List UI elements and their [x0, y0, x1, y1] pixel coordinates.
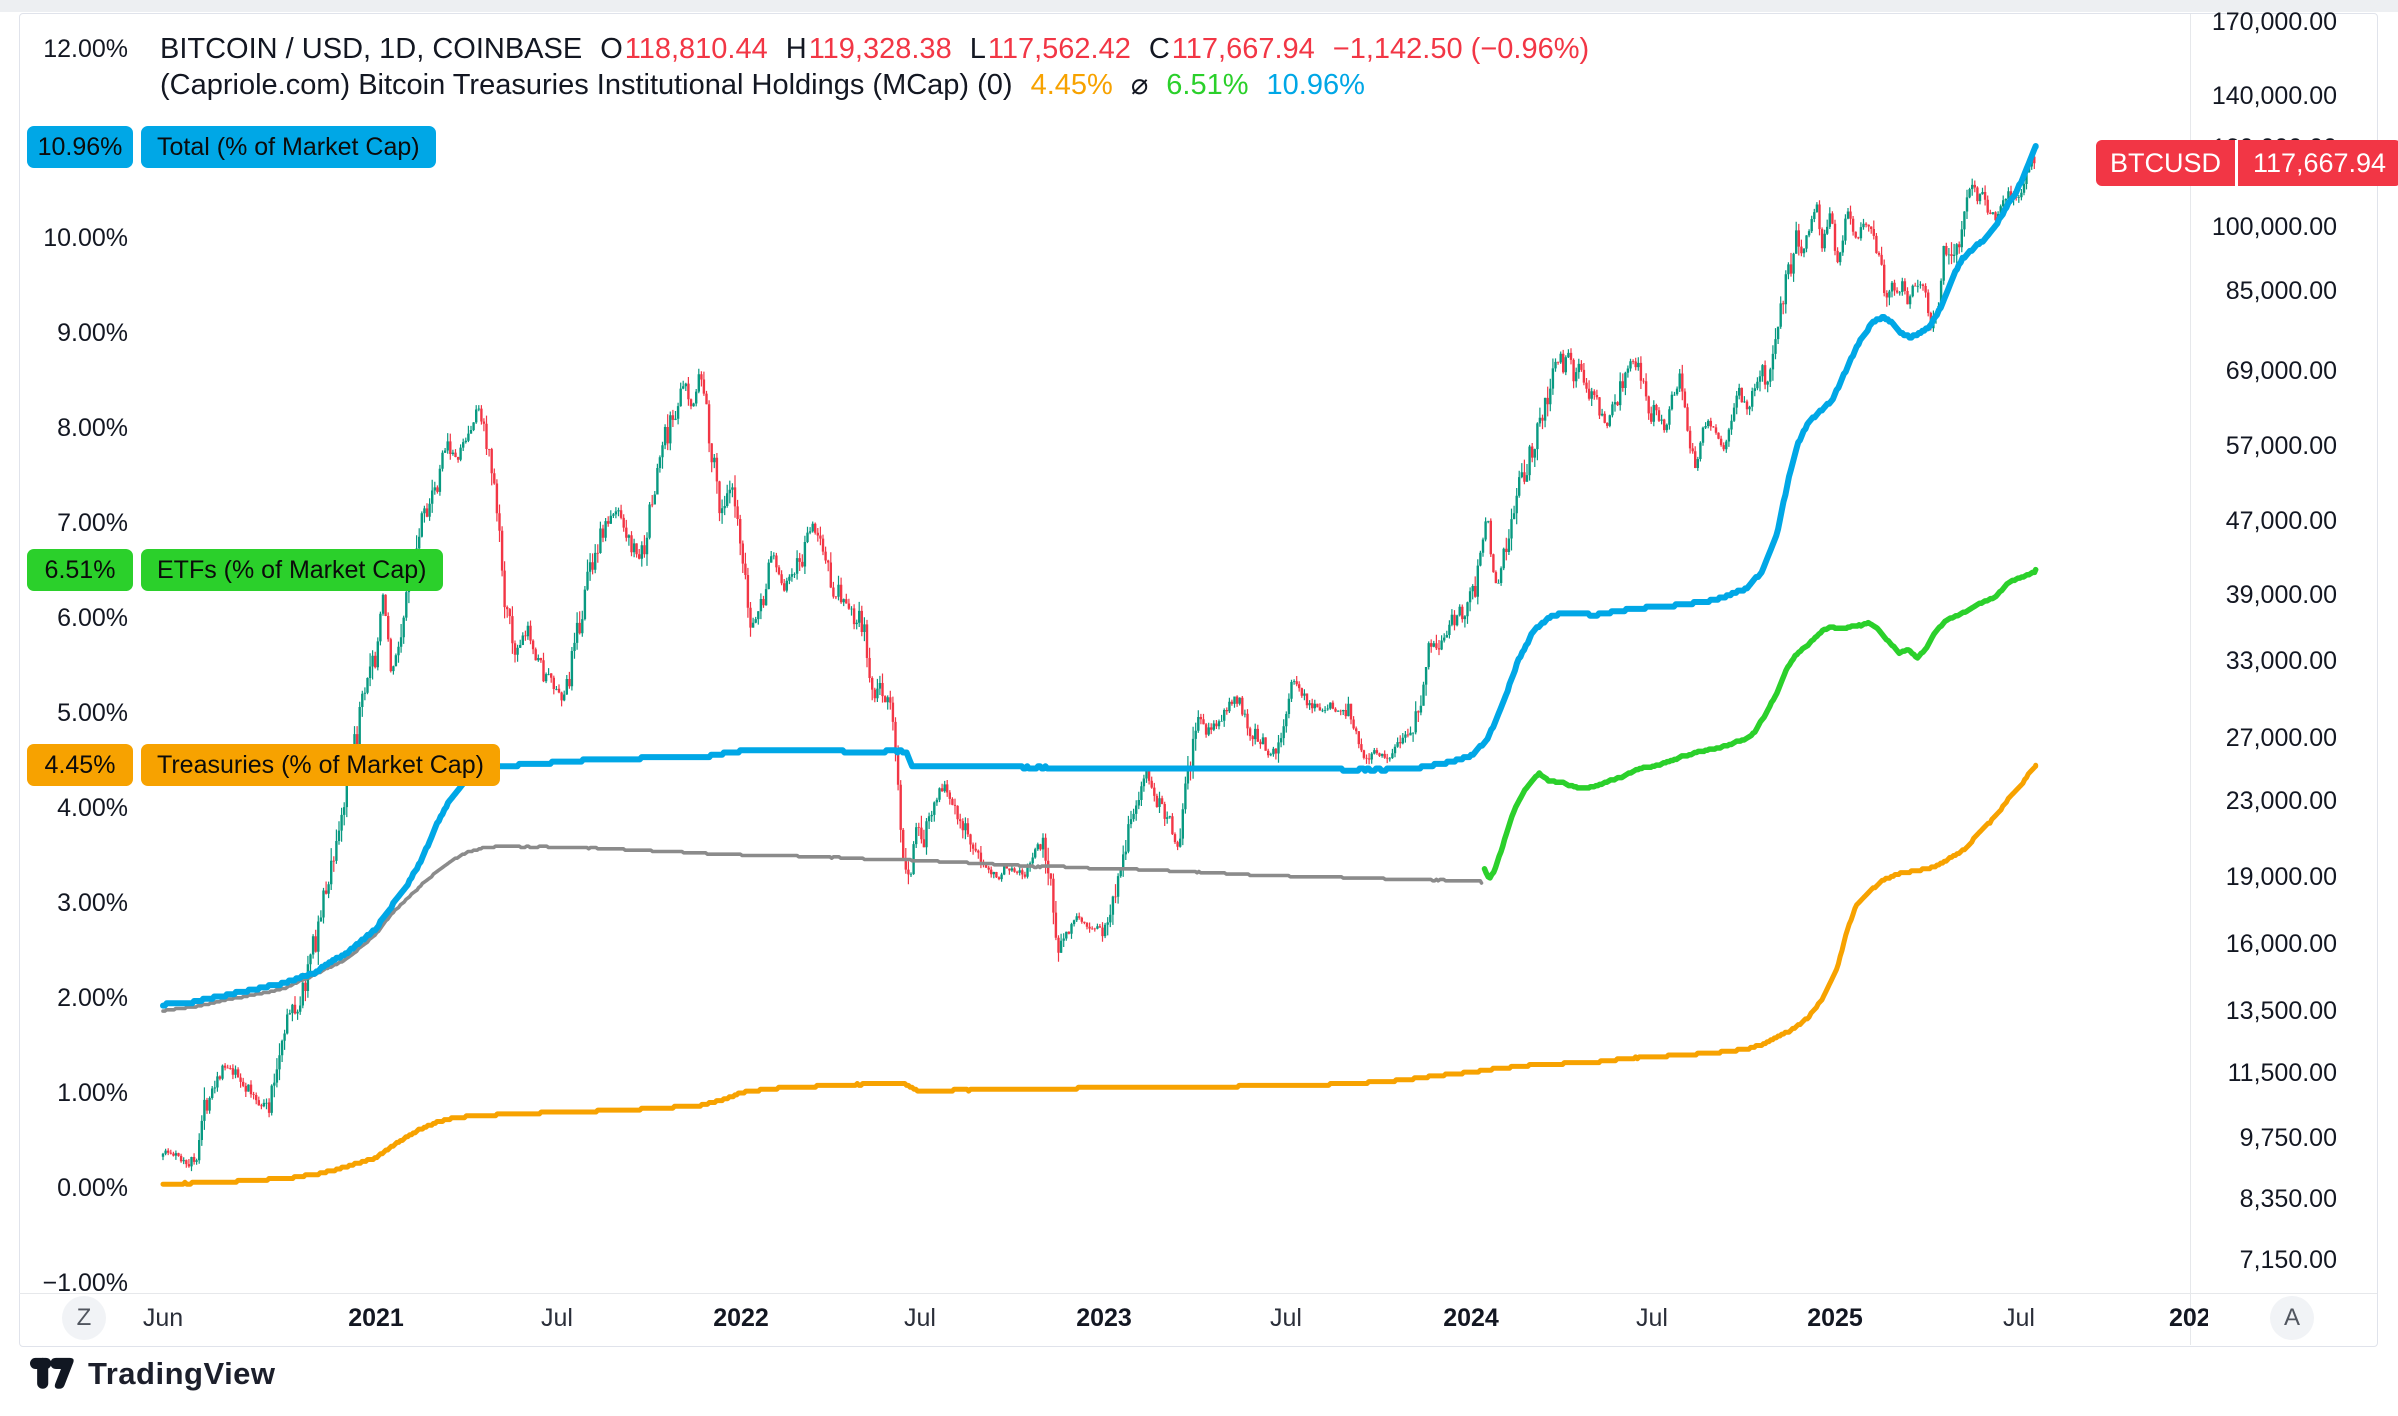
price-tick: 170,000.00 [2211, 8, 2337, 36]
chart-legend: BITCOIN / USD, 1D, COINBASE O 118,810.44 … [160, 31, 1589, 103]
flag-treasuries: 4.45% Treasuries (% of Market Cap) [27, 744, 500, 786]
price-tick: 19,000.00 [2225, 863, 2337, 891]
percent-tick: −1.00% [42, 1269, 129, 1297]
price-tick: 13,500.00 [2225, 997, 2337, 1025]
price-tag-separator [2235, 140, 2239, 186]
legend-symbol-row[interactable]: BITCOIN / USD, 1D, COINBASE O 118,810.44 … [160, 31, 1589, 67]
ohlc-close: C 117,667.94 [1148, 33, 1315, 65]
percent-tick: 6.00% [57, 604, 128, 632]
price-tick: 7,150.00 [2239, 1246, 2337, 1274]
last-price-value: 117,667.94 [2252, 148, 2387, 178]
time-tick: 2024 [1443, 1304, 1499, 1332]
tradingview-logo-icon [30, 1357, 74, 1389]
time-tick: 2021 [348, 1304, 404, 1332]
price-tick: 11,500.00 [2227, 1059, 2337, 1087]
flag-etfs: 6.51% ETFs (% of Market Cap) [27, 549, 443, 591]
price-tick: 100,000.00 [2211, 213, 2337, 241]
percent-tick: 3.00% [57, 889, 128, 917]
price-tick: 27,000.00 [2225, 724, 2337, 752]
flag-total: 10.96% Total (% of Market Cap) [27, 126, 436, 168]
time-tick-clipped: 2026 [2169, 1304, 2208, 1332]
tradingview-logo[interactable]: TradingView [30, 1356, 276, 1392]
ohlc-high: H 119,328.38 [785, 33, 952, 65]
percent-tick: 12.00% [43, 35, 128, 63]
autoscale-button[interactable]: A [2270, 1296, 2314, 1340]
flag-treasuries-label: Treasuries (% of Market Cap) [141, 744, 500, 786]
flag-etfs-value: 6.51% [27, 549, 133, 591]
price-tick: 85,000.00 [2225, 277, 2337, 305]
legend-indicator-row[interactable]: (Capriole.com) Bitcoin Treasuries Instit… [160, 67, 1589, 103]
flag-treasuries-value: 4.45% [27, 744, 133, 786]
percent-tick: 2.00% [57, 984, 128, 1012]
time-tick: 2022 [713, 1304, 769, 1332]
price-tick: 33,000.00 [2225, 647, 2337, 675]
price-tick: 69,000.00 [2225, 357, 2337, 385]
percent-tick: 8.00% [57, 414, 128, 442]
flag-etfs-label: ETFs (% of Market Cap) [141, 549, 443, 591]
indicator-value-total: 10.96% [1266, 69, 1365, 101]
indicator-value-etfs: 6.51% [1166, 69, 1249, 101]
ohlc-open: O 118,810.44 [600, 33, 768, 65]
page-top-strip [0, 0, 2398, 12]
last-price-symbol: BTCUSD [2110, 148, 2222, 178]
percent-tick: 0.00% [57, 1174, 128, 1202]
percent-tick: 4.00% [57, 794, 128, 822]
percent-tick: 7.00% [57, 509, 128, 537]
percent-tick: 1.00% [57, 1079, 128, 1107]
tradingview-logo-text: TradingView [88, 1356, 276, 1391]
price-tick: 57,000.00 [2225, 432, 2337, 460]
price-tick: 23,000.00 [2225, 787, 2337, 815]
indicator-value-treasuries: 4.45% [1030, 69, 1113, 101]
price-change: −1,142.50 (−0.96%) [1332, 33, 1590, 65]
symbol-title: BITCOIN / USD, 1D, COINBASE [160, 33, 583, 65]
percent-tick: 5.00% [57, 699, 128, 727]
price-tick: 9,750.00 [2239, 1124, 2337, 1152]
ohlc-low: L 117,562.42 [969, 33, 1131, 65]
average-symbol: ⌀ [1130, 69, 1149, 101]
flag-total-label: Total (% of Market Cap) [141, 126, 436, 168]
time-tick: Jul [541, 1304, 573, 1332]
time-tick: Jul [2003, 1304, 2035, 1332]
time-axis-border [19, 1293, 2377, 1294]
time-tick: Jul [1636, 1304, 1668, 1332]
price-axis-border [2190, 14, 2191, 1345]
time-tick: Jun [142, 1304, 184, 1332]
time-tick: 2025 [1807, 1304, 1863, 1332]
percent-tick: 10.00% [43, 224, 128, 252]
price-tick: 140,000.00 [2211, 82, 2337, 110]
price-tick: 39,000.00 [2225, 581, 2337, 609]
time-tick: 2023 [1076, 1304, 1132, 1332]
price-tick: 16,000.00 [2225, 930, 2337, 958]
timezone-button[interactable]: Z [62, 1296, 106, 1340]
time-tick: Jul [1270, 1304, 1302, 1332]
last-price-tag: BTCUSD 117,667.94 [2096, 140, 2398, 186]
price-tick: 8,350.00 [2239, 1185, 2337, 1213]
indicator-title: (Capriole.com) Bitcoin Treasuries Instit… [160, 69, 1013, 101]
price-tick: 47,000.00 [2225, 507, 2337, 535]
percent-tick: 9.00% [57, 319, 128, 347]
time-tick: Jul [904, 1304, 936, 1332]
flag-total-value: 10.96% [27, 126, 133, 168]
